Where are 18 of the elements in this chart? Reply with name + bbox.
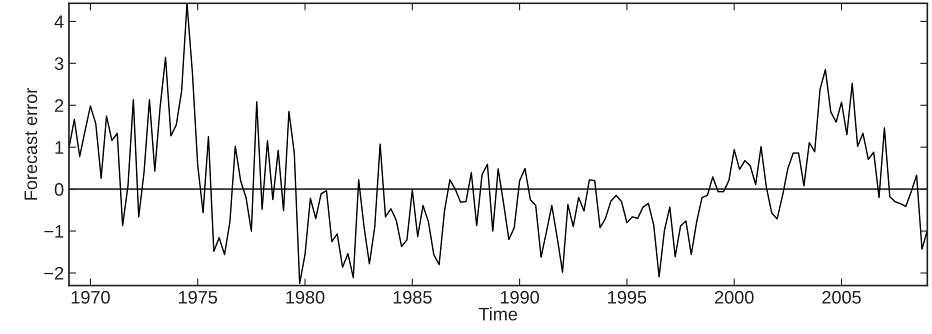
x-tick-label: 1990 xyxy=(500,290,539,304)
line-series xyxy=(68,3,928,284)
y-tick-label: 0 xyxy=(54,183,64,196)
y-tick-label: 3 xyxy=(54,57,64,70)
x-tick-label: 2000 xyxy=(715,290,754,304)
x-tick-label: 1995 xyxy=(608,290,646,304)
x-tick-label: 1980 xyxy=(286,290,324,304)
x-tick-label: 1975 xyxy=(179,290,218,304)
x-axis-title: Time xyxy=(478,307,518,321)
y-tick-label: 1 xyxy=(55,141,64,154)
y-tick-label: 4 xyxy=(54,15,64,28)
x-tick-label: 2005 xyxy=(822,290,861,304)
x-tick-label: 1970 xyxy=(72,290,110,304)
y-tick-label: 2 xyxy=(54,99,64,112)
y-tick-label: −2 xyxy=(44,266,64,280)
y-tick-label: −1 xyxy=(44,225,64,238)
y-axis-title: Forecast error xyxy=(24,88,38,200)
x-tick-label: 1985 xyxy=(394,290,432,304)
